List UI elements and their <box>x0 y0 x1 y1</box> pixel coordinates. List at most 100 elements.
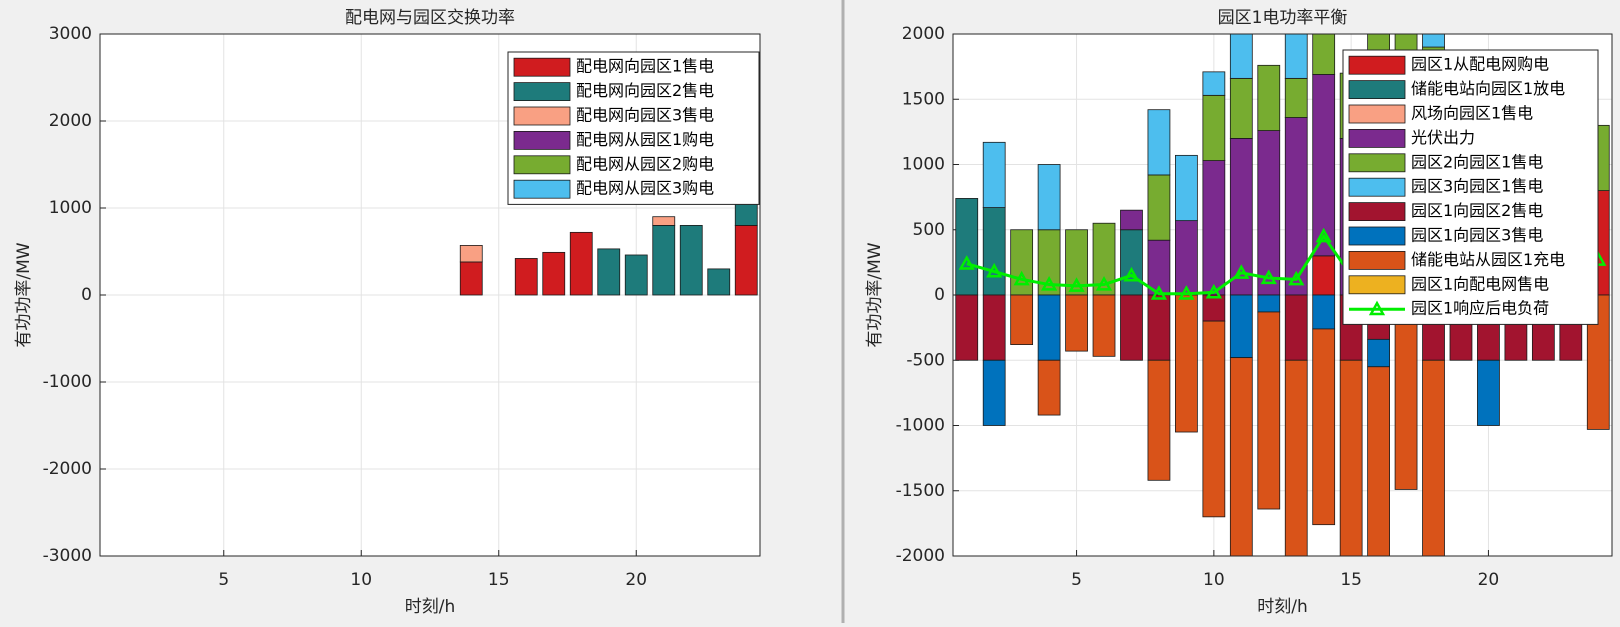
line-marker <box>1123 266 1140 282</box>
line-marker <box>1288 270 1305 286</box>
x-tick-label: 20 <box>625 570 647 590</box>
bar <box>955 198 979 296</box>
legend-swatch <box>1348 153 1406 173</box>
legend-label: 光伏出力 <box>1411 128 1475 147</box>
y-tick-label: 3000 <box>49 24 92 44</box>
bar <box>1367 338 1390 368</box>
y-tick-label: 0 <box>81 285 92 305</box>
bar <box>1175 220 1198 296</box>
bar <box>1257 294 1281 313</box>
legend-swatch <box>1348 250 1406 270</box>
y-tick-label: 2000 <box>902 24 945 44</box>
bar <box>1229 77 1253 139</box>
bar <box>1092 294 1116 357</box>
y-tick-label: -2000 <box>43 459 92 479</box>
bar <box>569 231 593 296</box>
legend-label: 园区3向园区1售电 <box>1411 177 1543 196</box>
y-tick-label: 0 <box>934 285 945 305</box>
bar <box>1037 359 1061 416</box>
legend-label: 园区1向园区3售电 <box>1411 226 1543 245</box>
line-marker <box>986 262 1003 278</box>
line-marker <box>1260 269 1277 285</box>
bar <box>1037 164 1061 231</box>
bar <box>1202 71 1226 96</box>
x-tick-label: 5 <box>218 570 229 590</box>
legend-label: 配电网向园区3售电 <box>576 106 714 125</box>
x-tick-label: 15 <box>1340 570 1362 590</box>
bar <box>982 359 1006 426</box>
legend-swatch <box>513 106 571 126</box>
bar <box>982 207 1006 296</box>
bar <box>624 254 648 296</box>
bar <box>1312 34 1336 75</box>
line-marker <box>958 255 975 270</box>
legend-swatch <box>1348 177 1406 197</box>
line-marker <box>1205 283 1222 299</box>
bar <box>1202 94 1226 161</box>
bar <box>1202 294 1226 322</box>
bar <box>652 216 676 226</box>
bar <box>1175 294 1198 433</box>
line-marker <box>1233 264 1250 279</box>
bar <box>982 294 1006 361</box>
y-tick-label: -1000 <box>896 416 945 436</box>
bar <box>1147 174 1171 241</box>
x-tick-label: 20 <box>1478 570 1500 590</box>
chart-title: 园区1电功率平衡 <box>1218 8 1348 28</box>
bar <box>459 261 483 296</box>
legend-label: 园区1从配电网购电 <box>1411 55 1549 74</box>
y-tick-label: 1500 <box>902 89 945 109</box>
legend-label: 配电网从园区1购电 <box>576 130 714 149</box>
legend-label: 风场向园区1售电 <box>1411 104 1533 123</box>
bar <box>1284 359 1308 556</box>
y-tick-label: -1000 <box>43 372 92 392</box>
bar <box>1312 255 1336 296</box>
y-tick-label: -500 <box>906 350 945 370</box>
legend-label: 配电网从园区3购电 <box>576 179 714 198</box>
bar <box>1284 77 1308 118</box>
bar <box>1229 34 1253 79</box>
legend-swatch <box>1348 55 1406 75</box>
bar <box>1422 359 1445 556</box>
bar <box>679 224 703 296</box>
bar <box>1422 34 1445 48</box>
x-axis-label: 时刻/h <box>405 597 456 617</box>
bar <box>1312 328 1336 526</box>
legend-swatch <box>1348 202 1406 222</box>
legend-swatch <box>1348 104 1406 124</box>
bar <box>1339 359 1363 556</box>
bar <box>1229 357 1253 556</box>
bar <box>1120 209 1143 231</box>
bar <box>1202 320 1226 518</box>
bar <box>1284 34 1308 79</box>
legend-swatch <box>513 82 571 101</box>
y-axis-label: 有功功率/MW <box>14 242 34 347</box>
legend-label: 配电网从园区2购电 <box>576 154 714 173</box>
legend-label: 储能电站从园区1充电 <box>1411 250 1565 269</box>
x-tick-label: 10 <box>1203 570 1225 590</box>
bar <box>459 245 483 263</box>
bar <box>1175 154 1198 222</box>
line-marker <box>1068 277 1085 292</box>
bar <box>597 248 621 296</box>
bar <box>1147 359 1171 481</box>
bar <box>1367 366 1390 556</box>
y-tick-label: -2000 <box>896 546 945 566</box>
bar <box>982 141 1006 208</box>
line-marker <box>1178 285 1195 300</box>
legend-box <box>507 51 760 205</box>
bar <box>652 224 676 296</box>
bar <box>1477 359 1500 426</box>
chart-title: 配电网与园区交换功率 <box>345 8 515 28</box>
legend-swatch <box>513 130 571 150</box>
bar <box>955 294 979 361</box>
legend-marker <box>1368 300 1386 316</box>
x-tick-label: 10 <box>350 570 372 590</box>
bar <box>734 224 758 296</box>
y-axis-label: 有功功率/MW <box>865 242 885 347</box>
legend-swatch <box>1348 128 1406 148</box>
bar <box>1037 294 1061 361</box>
axes-box <box>952 33 1613 557</box>
legend-swatch <box>513 155 571 175</box>
